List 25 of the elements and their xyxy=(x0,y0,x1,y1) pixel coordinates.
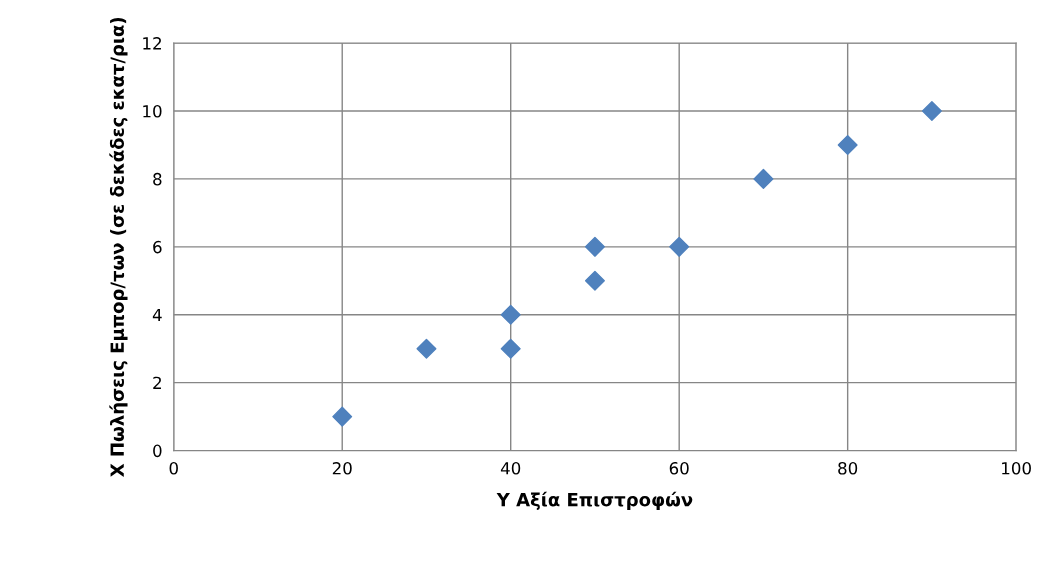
y-tick-label: 6 xyxy=(153,240,162,254)
x-tick-label: 0 xyxy=(169,462,178,475)
point xyxy=(753,168,774,189)
point xyxy=(669,236,690,257)
point xyxy=(500,304,521,325)
y-tick-label: 0 xyxy=(153,444,162,458)
point xyxy=(584,236,605,257)
x-tick-label: 60 xyxy=(669,462,689,475)
point xyxy=(921,100,942,121)
point xyxy=(332,406,353,427)
y-tick-label: 8 xyxy=(153,172,162,186)
x-tick-label: 80 xyxy=(838,462,858,475)
point xyxy=(837,134,858,155)
point xyxy=(584,270,605,291)
point xyxy=(500,338,521,359)
x-tick-label: 100 xyxy=(1002,462,1031,475)
point xyxy=(416,338,437,359)
y-tick-label: 2 xyxy=(153,376,161,389)
x-tick-label: 40 xyxy=(500,462,521,475)
x-axis-title: Y Αξία Επιστροφών xyxy=(496,491,693,510)
y-tick-label: 4 xyxy=(152,308,162,322)
y-tick-label: 12 xyxy=(143,37,161,50)
x-tick-label: 20 xyxy=(332,462,352,475)
y-axis-title: X Πωλήσεις Εμπορ/των (σε δεκάδες εκατ/ρια) xyxy=(109,17,128,477)
y-tick-label: 10 xyxy=(143,104,162,118)
